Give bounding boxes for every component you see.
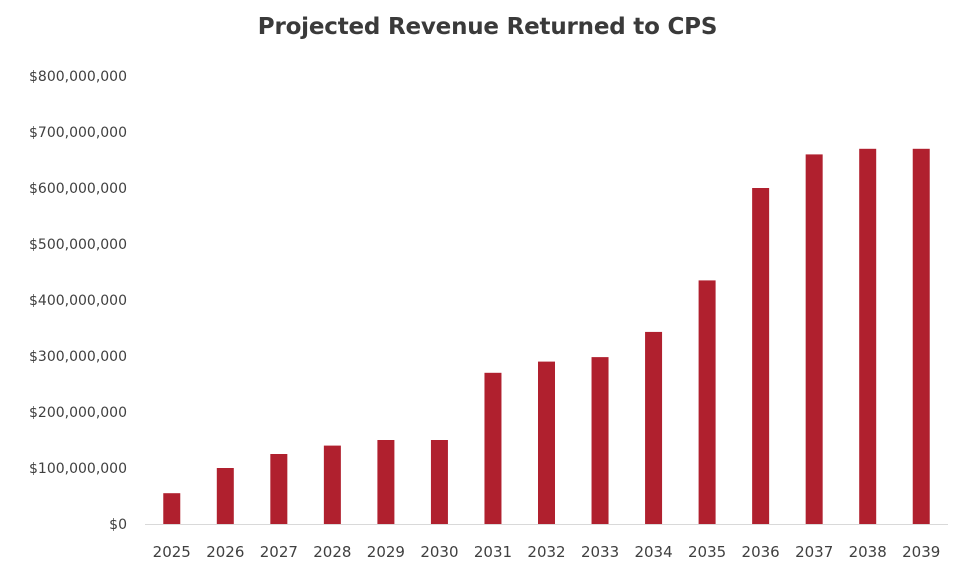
bar xyxy=(216,468,234,524)
bar xyxy=(538,361,555,524)
bar xyxy=(591,357,609,524)
x-tick-label: 2030 xyxy=(420,543,458,561)
x-tick-label: 2036 xyxy=(742,543,780,561)
x-tick-label: 2028 xyxy=(313,543,351,561)
bar xyxy=(698,280,716,524)
y-tick-label: $700,000,000 xyxy=(29,125,127,141)
y-tick-label: $200,000,000 xyxy=(29,405,127,421)
bar xyxy=(270,454,288,524)
y-tick-label: $400,000,000 xyxy=(29,293,127,309)
x-tick-label: 2025 xyxy=(153,543,191,561)
bar xyxy=(645,331,663,524)
bar xyxy=(484,372,502,524)
y-tick-label: $300,000,000 xyxy=(29,349,127,365)
chart-title: Projected Revenue Returned to CPS xyxy=(257,14,718,40)
y-tick-label: $100,000,000 xyxy=(29,461,127,477)
x-tick-label: 2038 xyxy=(849,543,887,561)
bars xyxy=(163,148,930,525)
bar xyxy=(805,154,823,524)
x-tick-label: 2031 xyxy=(474,543,512,561)
y-tick-label: $800,000,000 xyxy=(29,69,127,85)
x-tick-label: 2029 xyxy=(367,543,405,561)
x-tick-label: 2032 xyxy=(527,543,565,561)
x-tick-label: 2037 xyxy=(795,543,833,561)
bar xyxy=(912,148,930,525)
y-tick-label: $500,000,000 xyxy=(29,237,127,253)
y-axis-tick-labels: $0 $100,000,000 $200,000,000 $300,000,000 $4… xyxy=(29,69,127,533)
x-tick-label: 2027 xyxy=(260,543,298,561)
bar xyxy=(377,440,395,524)
y-tick-label: $600,000,000 xyxy=(29,181,127,197)
bar xyxy=(323,445,341,524)
bar xyxy=(752,188,770,524)
bar xyxy=(163,493,181,524)
x-tick-label: 2039 xyxy=(902,543,940,561)
x-tick-label: 2033 xyxy=(581,543,619,561)
x-tick-label: 2035 xyxy=(688,543,726,561)
x-tick-label: 2034 xyxy=(634,543,672,561)
y-tick-label: $0 xyxy=(109,517,127,533)
x-tick-label: 2026 xyxy=(206,543,244,561)
bar xyxy=(859,148,877,525)
x-axis-tick-labels: 2025 2026 2027 2028 2029 2030 2031 2032 2033 2034… xyxy=(153,543,941,561)
bar xyxy=(430,440,448,524)
